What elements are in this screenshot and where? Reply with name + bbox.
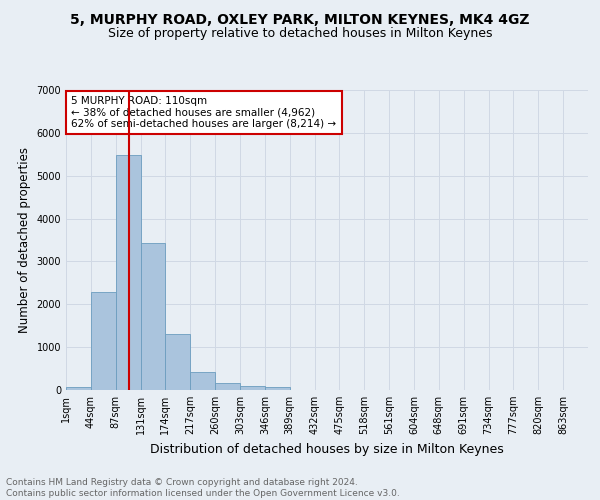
Bar [116, 155, 140, 390]
Text: Size of property relative to detached houses in Milton Keynes: Size of property relative to detached ho… [108, 28, 492, 40]
Bar [215, 383, 240, 390]
Y-axis label: Number of detached properties: Number of detached properties [18, 147, 31, 333]
X-axis label: Distribution of detached houses by size in Milton Keynes: Distribution of detached houses by size … [150, 442, 504, 456]
Bar [66, 387, 91, 390]
Bar [140, 243, 166, 390]
Bar [166, 334, 190, 390]
Text: 5 MURPHY ROAD: 110sqm
← 38% of detached houses are smaller (4,962)
62% of semi-d: 5 MURPHY ROAD: 110sqm ← 38% of detached … [71, 96, 337, 129]
Bar [190, 372, 215, 390]
Text: 5, MURPHY ROAD, OXLEY PARK, MILTON KEYNES, MK4 4GZ: 5, MURPHY ROAD, OXLEY PARK, MILTON KEYNE… [70, 12, 530, 26]
Bar [240, 386, 265, 390]
Bar [91, 292, 116, 390]
Bar [265, 388, 290, 390]
Text: Contains HM Land Registry data © Crown copyright and database right 2024.
Contai: Contains HM Land Registry data © Crown c… [6, 478, 400, 498]
